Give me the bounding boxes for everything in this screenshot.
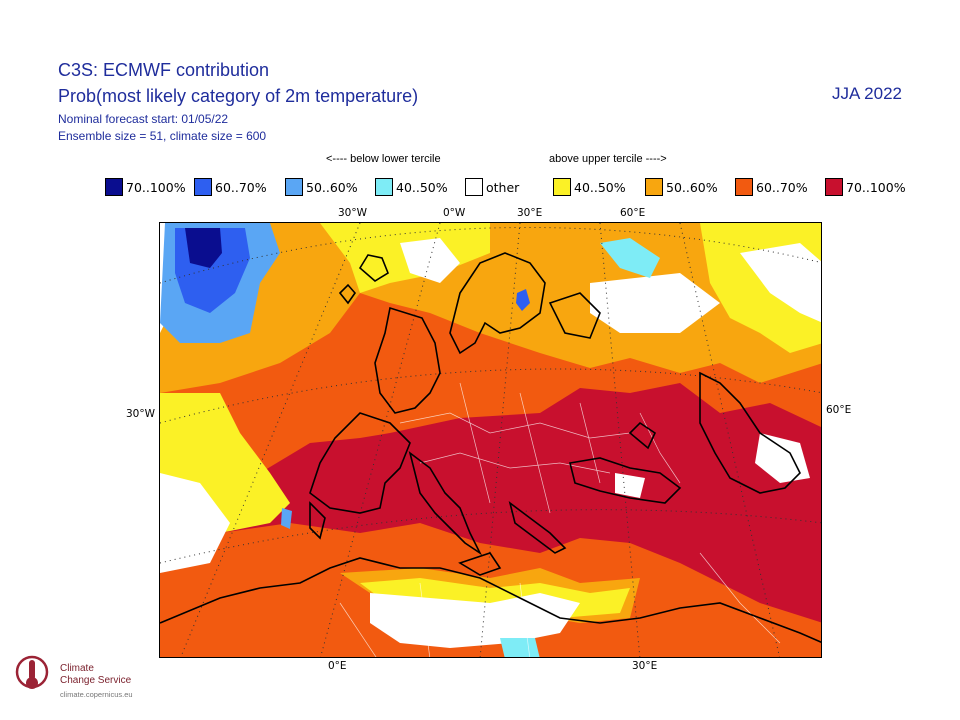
legend-label: 70..100% bbox=[126, 179, 186, 195]
zone-white-west bbox=[160, 473, 230, 573]
map-subtitle: Prob(most likely category of 2m temperat… bbox=[58, 86, 419, 106]
legend-label: 60..70% bbox=[215, 179, 267, 195]
climate-change-logo-icon bbox=[15, 655, 49, 689]
legend-label: 50..60% bbox=[306, 179, 358, 195]
legend-swatch bbox=[105, 178, 123, 196]
zone-white-north bbox=[400, 238, 460, 283]
legend-swatch bbox=[465, 178, 483, 196]
logo-url: climate.copernicus.eu bbox=[60, 690, 133, 699]
axis-label-top: 30°W bbox=[338, 207, 367, 219]
copernicus-logo: Climate Change Service climate.copernicu… bbox=[14, 650, 174, 710]
legend-item: 70..100% bbox=[825, 177, 906, 197]
legend-label: 70..100% bbox=[846, 179, 906, 195]
legend-item: 40..50% bbox=[375, 177, 448, 197]
zone-white-sahara bbox=[370, 593, 580, 648]
legend-label: 60..70% bbox=[756, 179, 808, 195]
zone-blue-dot bbox=[516, 289, 530, 311]
legend-swatch bbox=[735, 178, 753, 196]
zone-white-arabia bbox=[755, 433, 810, 483]
map-title: C3S: ECMWF contribution bbox=[58, 60, 270, 80]
axis-label-right: 60°E bbox=[826, 404, 852, 416]
zone-cyan-east bbox=[600, 238, 660, 278]
logo-text-line1: Climate bbox=[60, 663, 94, 674]
axis-label-top: 60°E bbox=[620, 207, 646, 219]
ensemble-size-text: Ensemble size = 51, climate size = 600 bbox=[58, 129, 267, 143]
legend-swatch bbox=[553, 178, 571, 196]
forecast-start-text: Nominal forecast start: 01/05/22 bbox=[58, 112, 229, 126]
legend-item: 40..50% bbox=[553, 177, 626, 197]
legend-item: 60..70% bbox=[194, 177, 267, 197]
legend-item: 50..60% bbox=[285, 177, 358, 197]
axis-label-left: 30°W bbox=[126, 408, 155, 420]
zone-white-caucasus bbox=[615, 473, 645, 498]
legend-label: 40..50% bbox=[396, 179, 448, 195]
above-tercile-label: above upper tercile ----> bbox=[549, 153, 667, 165]
probability-map bbox=[159, 222, 822, 658]
zone-white-ne bbox=[740, 243, 821, 323]
axis-label-bottom: 0°E bbox=[328, 660, 347, 672]
axis-label-bottom: 30°E bbox=[632, 660, 658, 672]
legend-swatch bbox=[645, 178, 663, 196]
legend-swatch bbox=[285, 178, 303, 196]
legend-label: other bbox=[486, 179, 520, 195]
season-label: JJA 2022 bbox=[832, 84, 902, 103]
zone-navy-nw bbox=[185, 228, 222, 268]
legend-label: 40..50% bbox=[574, 179, 626, 195]
legend-item: 70..100% bbox=[105, 177, 186, 197]
legend-swatch bbox=[375, 178, 393, 196]
zone-white-russia bbox=[590, 273, 720, 333]
legend-label: 50..60% bbox=[666, 179, 718, 195]
axis-label-top: 30°E bbox=[517, 207, 543, 219]
zone-lightblue-dot bbox=[281, 508, 292, 529]
legend-item: 60..70% bbox=[735, 177, 808, 197]
legend-swatch bbox=[825, 178, 843, 196]
legend-item: 50..60% bbox=[645, 177, 718, 197]
zone-cyan-south bbox=[500, 638, 540, 657]
legend-item: other bbox=[465, 177, 519, 197]
below-tercile-label: <---- below lower tercile bbox=[326, 153, 441, 165]
legend-swatch bbox=[194, 178, 212, 196]
logo-text-line2: Change Service bbox=[60, 675, 132, 686]
axis-label-top: 0°W bbox=[443, 207, 466, 219]
